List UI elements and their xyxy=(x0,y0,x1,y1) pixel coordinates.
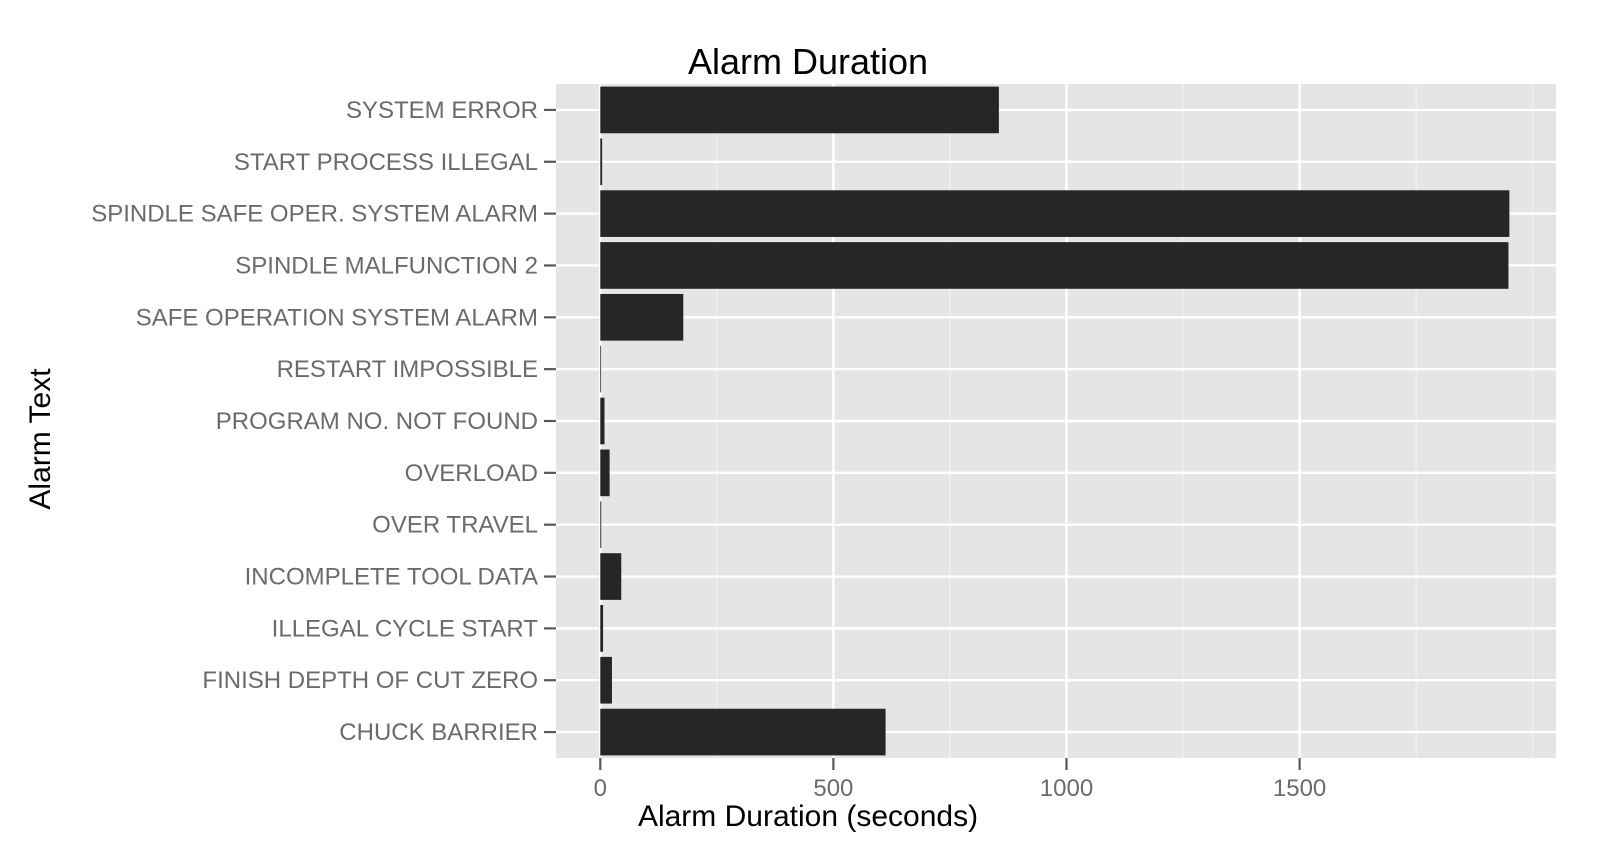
bar xyxy=(600,656,612,704)
y-axis-title: Alarm Text xyxy=(24,368,57,510)
y-tick-label: FINISH DEPTH OF CUT ZERO xyxy=(202,667,538,694)
chart-title: Alarm Duration xyxy=(688,41,928,82)
bar xyxy=(600,293,684,341)
y-tick-label: OVERLOAD xyxy=(405,460,538,487)
y-tick-label: SAFE OPERATION SYSTEM ALARM xyxy=(136,304,538,331)
y-tick-label: OVER TRAVEL xyxy=(372,512,538,539)
bar-series xyxy=(600,86,1510,756)
y-tick-label: PROGRAM NO. NOT FOUND xyxy=(216,408,538,435)
x-tick-label: 500 xyxy=(813,775,853,802)
y-tick-label: START PROCESS ILLEGAL xyxy=(234,149,538,176)
y-axis: SYSTEM ERROR START PROCESS ILLEGAL SPINDLE… xyxy=(91,97,556,746)
bar xyxy=(600,242,1509,289)
bar xyxy=(600,501,602,549)
x-tick-label: 1000 xyxy=(1040,775,1093,802)
x-axis: 0 500 1000 1500 xyxy=(594,758,1326,802)
x-tick-label: 1500 xyxy=(1273,775,1326,802)
bar xyxy=(600,605,604,652)
bar xyxy=(600,708,886,756)
y-tick-label: INCOMPLETE TOOL DATA xyxy=(245,564,538,591)
y-tick-label: ILLEGAL CYCLE START xyxy=(272,615,539,642)
y-tick-label: SPINDLE MALFUNCTION 2 xyxy=(235,252,538,279)
y-tick-label: SPINDLE SAFE OPER. SYSTEM ALARM xyxy=(91,201,538,228)
bar xyxy=(600,86,999,134)
x-tick-label: 0 xyxy=(594,775,607,802)
bar xyxy=(600,190,1510,237)
y-tick-label: CHUCK BARRIER xyxy=(339,719,538,746)
bar xyxy=(600,345,602,393)
x-axis-title: Alarm Duration (seconds) xyxy=(638,800,978,833)
bar xyxy=(600,553,622,600)
y-tick-label: RESTART IMPOSSIBLE xyxy=(277,356,538,383)
bar xyxy=(600,138,603,186)
bar xyxy=(600,397,605,445)
bar xyxy=(600,449,610,497)
y-tick-label: SYSTEM ERROR xyxy=(346,97,538,124)
